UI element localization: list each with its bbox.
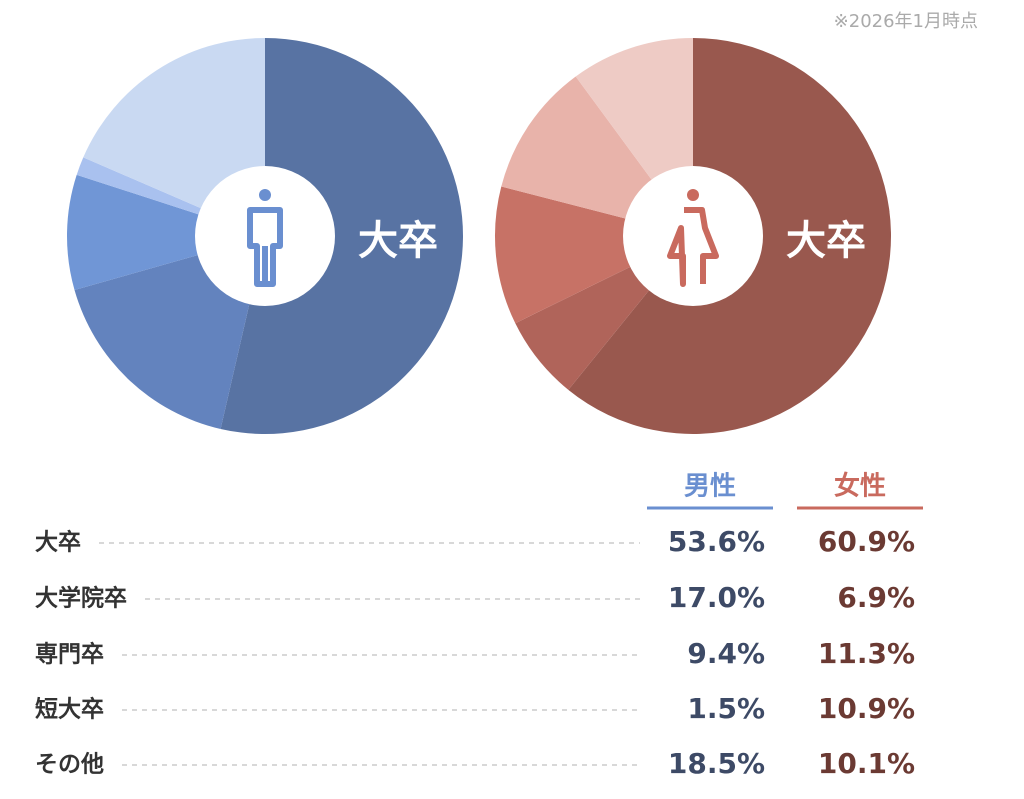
row-label: 専門卒 bbox=[35, 641, 104, 668]
male-icon bbox=[247, 189, 283, 287]
pie-hole bbox=[623, 166, 763, 306]
note: ※2026年1月時点 bbox=[834, 11, 978, 32]
value-label: 53.6% bbox=[668, 525, 765, 558]
pie-slice bbox=[494, 186, 693, 324]
row-label: 短大卒 bbox=[35, 696, 104, 723]
pie-slice bbox=[67, 174, 265, 291]
value-label: 6.9% bbox=[837, 581, 915, 614]
pie-hole bbox=[195, 166, 335, 306]
column-header: 男性 bbox=[684, 472, 736, 502]
value-label: 17.0% bbox=[668, 581, 765, 614]
row-label: 大卒 bbox=[35, 529, 81, 556]
value-label: 10.1% bbox=[818, 747, 915, 780]
column-header: 女性 bbox=[834, 471, 886, 502]
value-label: 1.5% bbox=[687, 692, 765, 725]
pies bbox=[67, 38, 892, 434]
pie-slice bbox=[220, 38, 463, 434]
value-label: 11.3% bbox=[818, 637, 915, 670]
row-label: 大学院卒 bbox=[35, 585, 127, 612]
value-label: 18.5% bbox=[668, 747, 765, 780]
center-label: 大卒 bbox=[786, 218, 866, 264]
center-label: 大卒 bbox=[358, 218, 438, 264]
value-label: 10.9% bbox=[818, 692, 915, 725]
row-label: その他 bbox=[35, 752, 104, 778]
value-label: 60.9% bbox=[818, 525, 915, 558]
centers: 大卒 大卒 bbox=[195, 166, 866, 306]
female-icon bbox=[667, 189, 719, 287]
value-label: 9.4% bbox=[687, 637, 765, 670]
